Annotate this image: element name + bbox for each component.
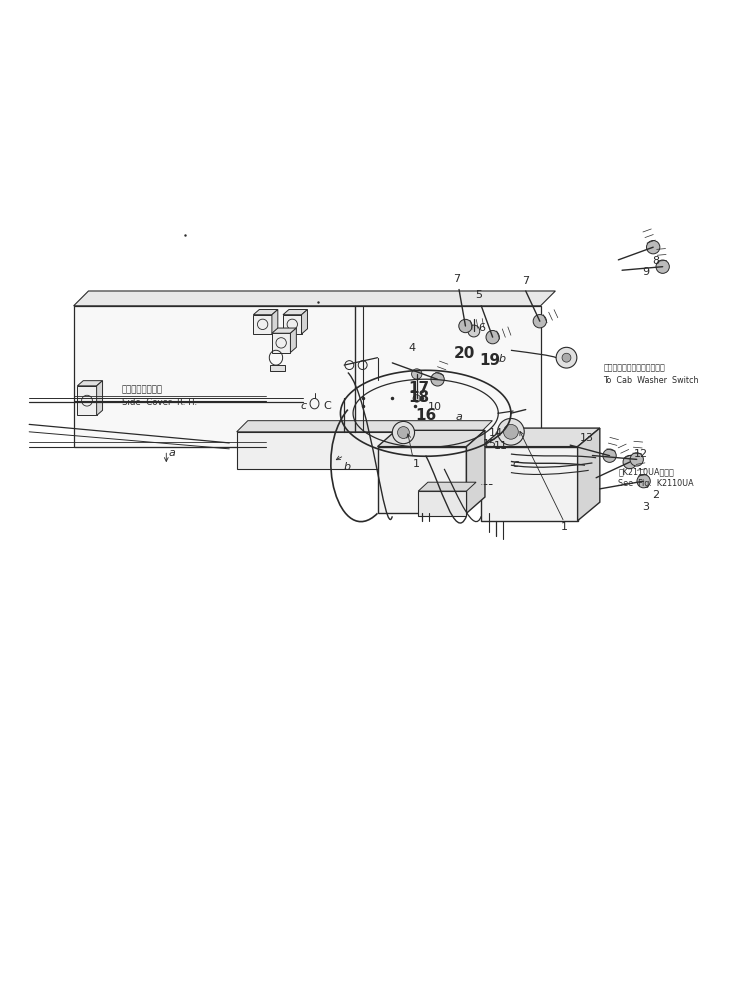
Text: 20: 20: [454, 347, 475, 362]
Circle shape: [637, 475, 650, 488]
Polygon shape: [578, 428, 599, 520]
Circle shape: [656, 260, 670, 273]
Circle shape: [630, 453, 643, 466]
Circle shape: [413, 395, 421, 402]
Text: 14: 14: [489, 429, 503, 439]
Circle shape: [486, 330, 499, 344]
Polygon shape: [77, 386, 97, 416]
Circle shape: [498, 419, 524, 445]
Polygon shape: [378, 447, 467, 513]
Text: 1: 1: [561, 522, 568, 532]
Polygon shape: [272, 333, 291, 353]
Circle shape: [411, 369, 422, 379]
Polygon shape: [418, 483, 476, 492]
Text: 18: 18: [408, 390, 430, 405]
Text: 第K2110UA図参照
See  Fig.  K2110UA: 第K2110UA図参照 See Fig. K2110UA: [618, 467, 694, 489]
Text: 4: 4: [408, 343, 415, 353]
Polygon shape: [254, 309, 278, 315]
Text: c: c: [300, 401, 307, 411]
Polygon shape: [236, 421, 492, 432]
Polygon shape: [418, 492, 467, 516]
Circle shape: [603, 449, 616, 463]
Circle shape: [556, 347, 577, 368]
Polygon shape: [74, 291, 556, 306]
Circle shape: [459, 319, 472, 333]
Text: 9: 9: [643, 267, 649, 277]
Polygon shape: [270, 365, 285, 371]
Polygon shape: [283, 309, 307, 315]
Text: a: a: [169, 448, 176, 458]
Text: b: b: [498, 354, 506, 364]
Text: C: C: [323, 401, 331, 411]
Text: 3: 3: [643, 502, 649, 512]
Circle shape: [468, 325, 479, 337]
Polygon shape: [272, 328, 297, 333]
Polygon shape: [467, 431, 485, 513]
Circle shape: [398, 427, 409, 439]
Text: 11: 11: [494, 441, 507, 451]
Circle shape: [504, 425, 519, 440]
Polygon shape: [77, 381, 103, 386]
Circle shape: [393, 422, 414, 444]
Polygon shape: [97, 381, 103, 416]
Polygon shape: [283, 315, 301, 334]
Text: キャブウォッシャスイッチへ
To  Cab  Washer  Switch: キャブウォッシャスイッチへ To Cab Washer Switch: [603, 363, 699, 385]
Polygon shape: [291, 328, 297, 353]
Text: 8: 8: [652, 256, 659, 266]
Polygon shape: [74, 306, 541, 447]
Polygon shape: [272, 309, 278, 334]
Text: 17: 17: [408, 381, 430, 396]
Text: 19: 19: [479, 353, 500, 368]
Text: 16: 16: [415, 408, 436, 423]
Text: 7: 7: [453, 274, 461, 284]
Polygon shape: [481, 447, 578, 520]
Polygon shape: [301, 309, 307, 334]
Circle shape: [623, 456, 636, 469]
Polygon shape: [481, 428, 599, 447]
Circle shape: [431, 373, 444, 386]
Text: 1: 1: [412, 459, 420, 469]
Text: サイドカバー　右
Side  Cover  R. H.: サイドカバー 右 Side Cover R. H.: [122, 386, 197, 407]
Text: 5: 5: [475, 290, 482, 300]
Text: 2: 2: [652, 490, 659, 499]
Text: b: b: [344, 462, 350, 472]
Text: 6: 6: [479, 323, 485, 333]
Text: 13: 13: [580, 434, 593, 444]
Circle shape: [562, 353, 571, 362]
Polygon shape: [378, 431, 485, 447]
Text: a: a: [455, 412, 463, 422]
Circle shape: [533, 314, 547, 328]
Text: 12: 12: [634, 449, 649, 459]
Circle shape: [646, 240, 660, 254]
Text: 7: 7: [522, 275, 529, 285]
Polygon shape: [254, 315, 272, 334]
Text: 15: 15: [482, 440, 496, 450]
Polygon shape: [236, 432, 481, 469]
Text: 10: 10: [428, 402, 442, 412]
Text: c: c: [513, 460, 519, 470]
